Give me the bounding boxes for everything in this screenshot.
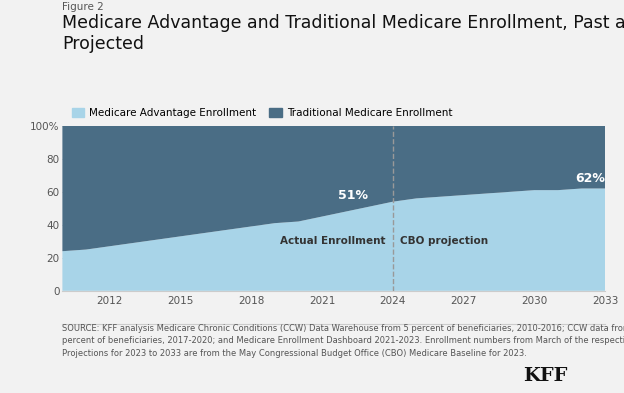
Text: 62%: 62% [575,172,605,185]
Text: 51%: 51% [338,189,368,202]
Text: Actual Enrollment: Actual Enrollment [280,236,386,246]
Text: SOURCE: KFF analysis Medicare Chronic Conditions (CCW) Data Warehouse from 5 per: SOURCE: KFF analysis Medicare Chronic Co… [62,324,624,358]
Text: CBO projection: CBO projection [400,236,488,246]
Text: Medicare Advantage and Traditional Medicare Enrollment, Past and
Projected: Medicare Advantage and Traditional Medic… [62,14,624,53]
Legend: Medicare Advantage Enrollment, Traditional Medicare Enrollment: Medicare Advantage Enrollment, Tradition… [67,104,457,122]
Text: KFF: KFF [524,367,568,385]
Text: Figure 2: Figure 2 [62,2,104,12]
